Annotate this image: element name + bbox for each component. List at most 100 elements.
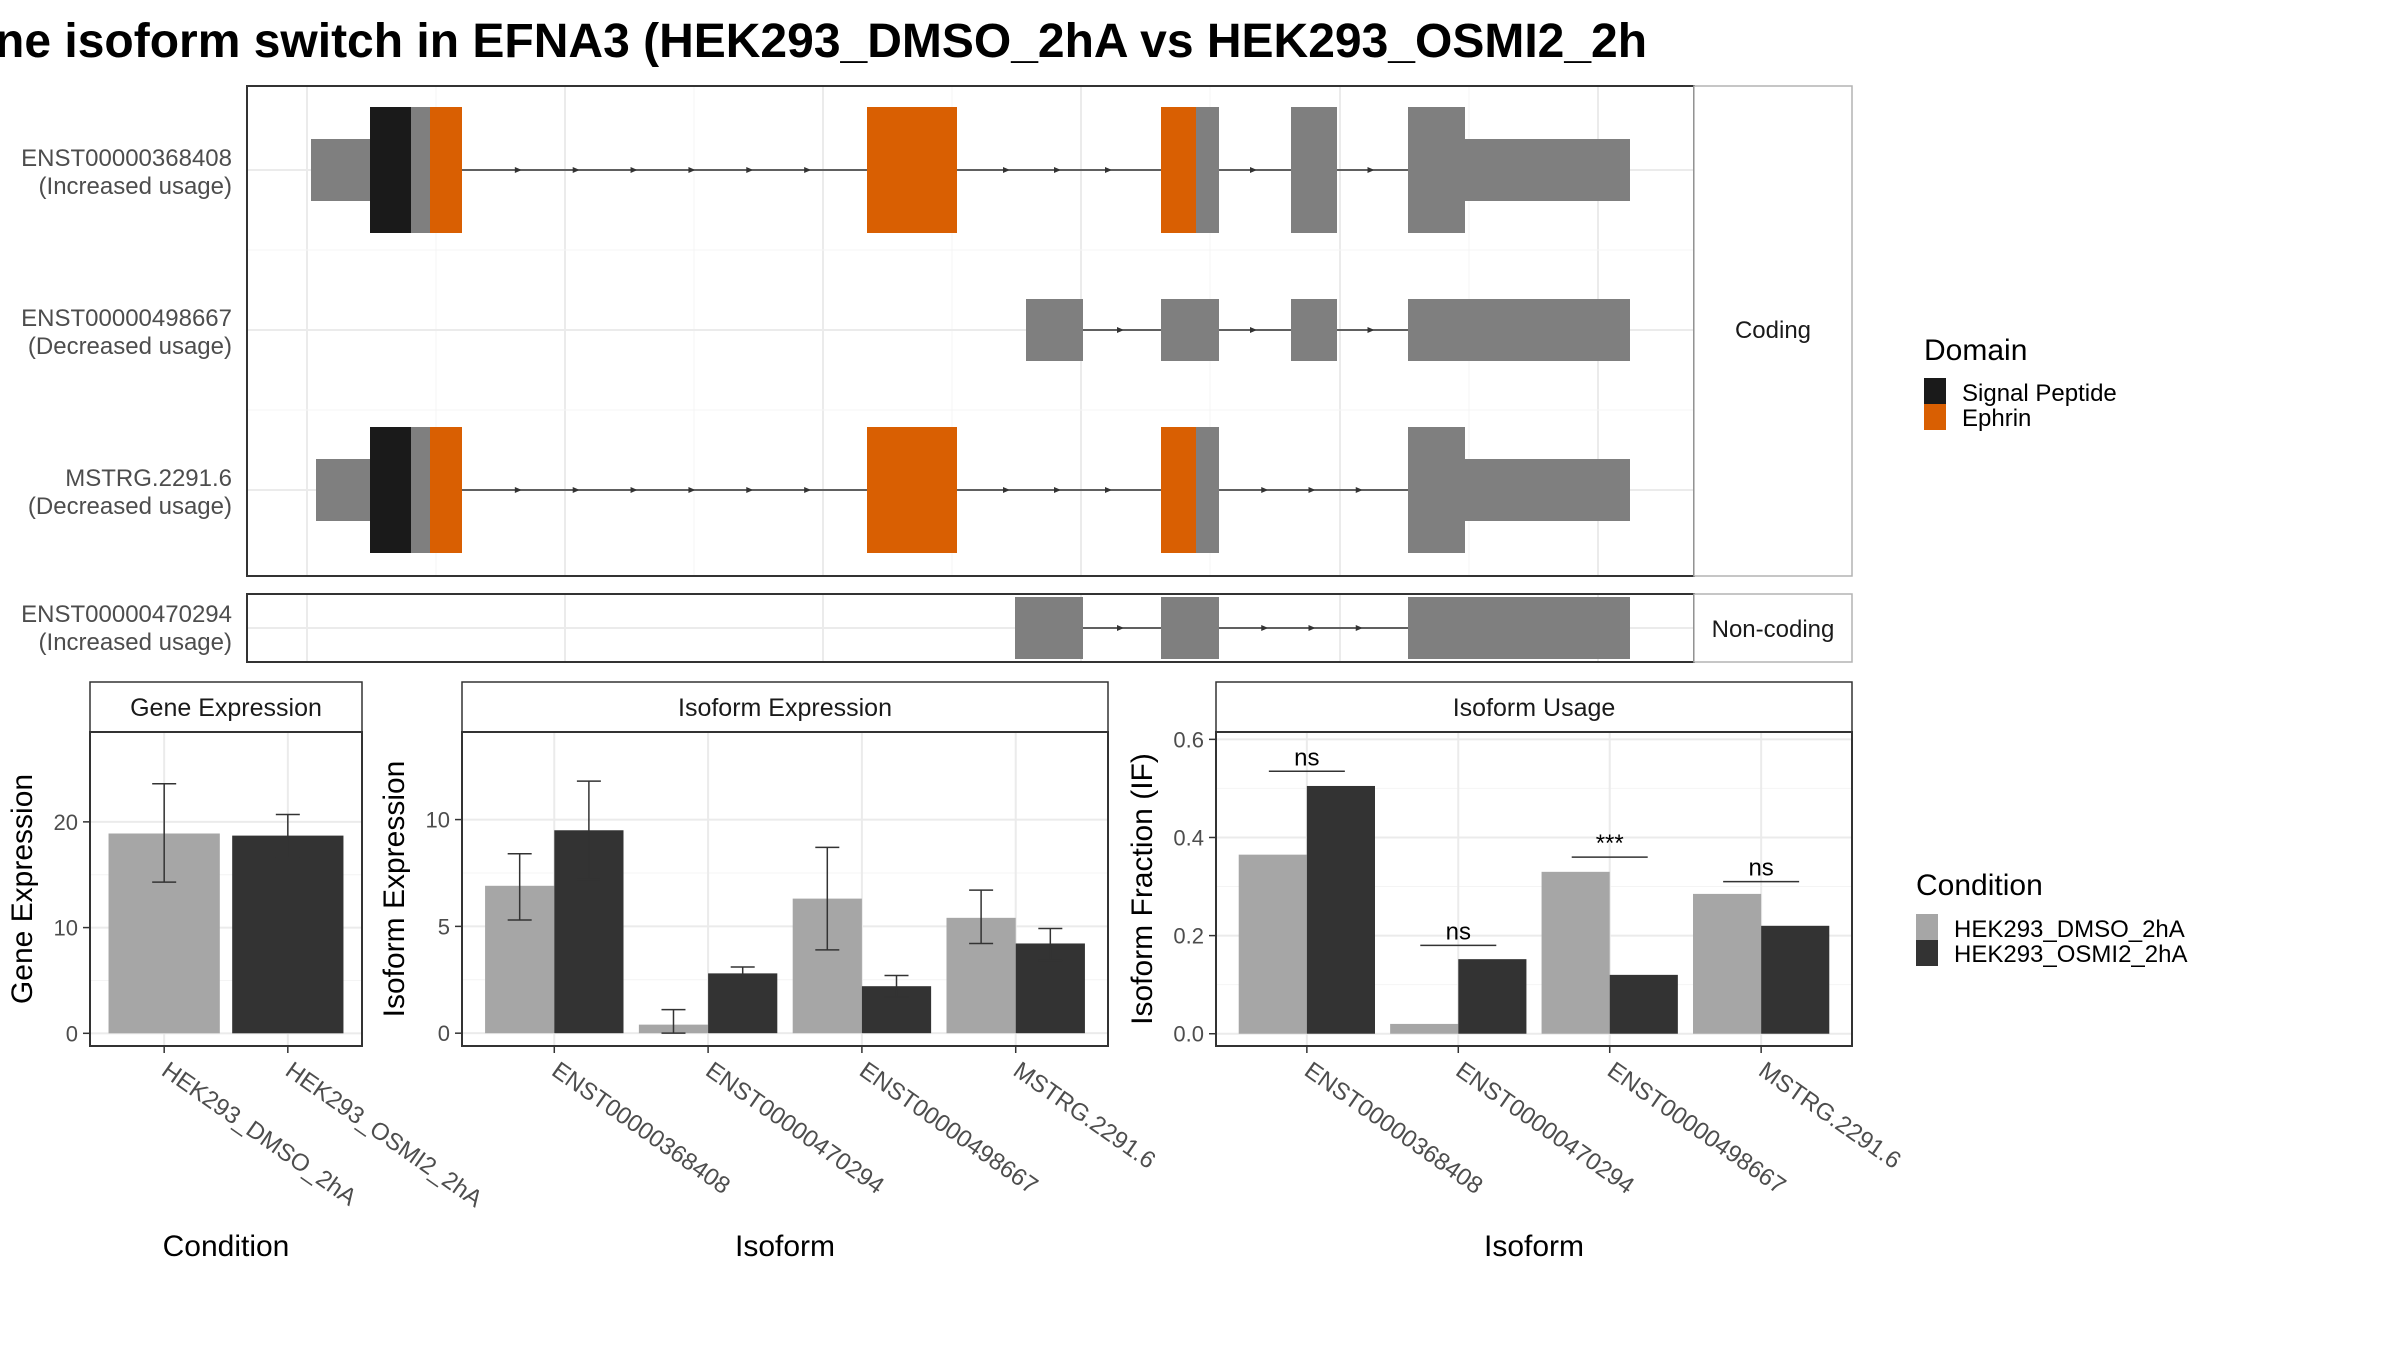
transcript-model — [316, 427, 1630, 553]
signal-peptide-domain — [370, 427, 411, 553]
panel-strip-label: Isoform Usage — [1453, 694, 1616, 722]
bar — [708, 973, 778, 1034]
transcript-model — [1015, 597, 1630, 659]
y-axis-title: Gene Expression — [6, 774, 39, 1004]
ephrin-domain — [430, 427, 462, 553]
intron-arrow — [804, 487, 812, 493]
exon-block — [411, 427, 430, 553]
condition-legend-title: Condition — [1916, 869, 2043, 902]
bar — [1458, 959, 1527, 1034]
significance-label: ns — [1294, 744, 1319, 771]
exon-block — [1291, 107, 1337, 233]
panel-strip — [1215, 681, 1853, 733]
exon-block — [1408, 597, 1630, 659]
transcript-label-usage: (Decreased usage) — [28, 333, 232, 360]
exon-block — [1161, 299, 1219, 361]
panel-strip — [89, 681, 363, 733]
bar — [1761, 925, 1830, 1034]
intron-arrow — [572, 487, 580, 493]
intron-arrow — [572, 167, 580, 173]
isoform-expression-panel: Isoform Expression0510ENST00000368408ENS… — [378, 681, 1160, 1263]
intron-arrow — [804, 167, 812, 173]
panel-strip-label: Gene Expression — [130, 694, 322, 722]
ephrin-domain — [1161, 427, 1196, 553]
transcript-label-id: ENST00000470294 — [21, 601, 232, 628]
x-tick-label: MSTRG.2291.6 — [1754, 1057, 1906, 1175]
intron-arrow — [1117, 625, 1124, 631]
y-tick-label: 5 — [438, 914, 450, 939]
exon-block — [1196, 107, 1219, 233]
ephrin-domain — [1161, 107, 1196, 233]
intron-arrow — [1261, 625, 1269, 631]
x-axis-title: Isoform — [1484, 1230, 1584, 1263]
gene-expression-panel: Gene Expression01020HEK293_DMSO_2hAHEK29… — [6, 681, 487, 1263]
structure-noncoding-panel: Non-coding — [246, 593, 1853, 663]
y-axis-title: Isoform Expression — [378, 761, 411, 1018]
condition-legend: Condition HEK293_DMSO_2hA HEK293_OSMI2_2… — [1916, 869, 2187, 968]
utr-block — [1465, 139, 1630, 201]
y-axis-title: Isoform Fraction (IF) — [1126, 753, 1159, 1025]
x-tick-label: MSTRG.2291.6 — [1008, 1057, 1160, 1175]
intron-arrow — [1105, 487, 1112, 493]
intron-arrow — [1054, 167, 1061, 173]
legend-swatch-ephrin — [1924, 404, 1946, 430]
bar — [1238, 854, 1307, 1034]
intron-arrow — [1003, 487, 1010, 493]
intron-arrow — [1003, 167, 1010, 173]
y-tick-label: 0 — [438, 1021, 450, 1046]
exon-block — [1196, 427, 1219, 553]
noncoding-strip — [1693, 593, 1853, 663]
intron-arrow — [1261, 487, 1269, 493]
intron-arrow — [514, 167, 522, 173]
intron-arrow — [1105, 167, 1112, 173]
intron-arrow — [514, 487, 522, 493]
intron-arrow — [1054, 487, 1061, 493]
y-tick-label: 0.2 — [1173, 924, 1204, 949]
exon-block — [1291, 299, 1337, 361]
ephrin-domain — [430, 107, 462, 233]
coding-strip-label: Coding — [1735, 317, 1811, 344]
panel-strip — [461, 681, 1109, 733]
ephrin-domain — [867, 427, 957, 553]
y-tick-label: 10 — [54, 916, 78, 941]
noncoding-strip-label: Non-coding — [1712, 616, 1835, 643]
bar — [1609, 974, 1678, 1034]
exon-block — [1408, 427, 1465, 553]
transcript-model — [311, 107, 1630, 233]
y-tick-label: 0 — [66, 1021, 78, 1046]
utr-block — [311, 139, 370, 201]
bar — [1693, 893, 1762, 1034]
legend-swatch-dmso — [1916, 914, 1938, 940]
intron-arrow — [1117, 327, 1124, 333]
y-tick-label: 0.6 — [1173, 727, 1204, 752]
y-tick-label: 0.0 — [1173, 1022, 1204, 1047]
significance-label: *** — [1596, 830, 1624, 857]
intron-arrow — [630, 487, 638, 493]
transcript-label-usage: (Increased usage) — [39, 173, 232, 200]
x-axis-title: Isoform — [735, 1230, 835, 1263]
significance-label: ns — [1446, 918, 1471, 945]
transcript-label-usage: (Decreased usage) — [28, 493, 232, 520]
intron-arrow — [1355, 487, 1363, 493]
intron-arrow — [630, 167, 638, 173]
significance-label: ns — [1748, 855, 1773, 882]
utr-block — [1465, 459, 1630, 521]
bar — [232, 835, 344, 1034]
intron-arrow — [746, 487, 754, 493]
structure-coding-panel: Coding — [246, 85, 1853, 577]
ephrin-domain — [867, 107, 957, 233]
bar — [1390, 1023, 1459, 1034]
domain-legend: Domain Signal Peptide Ephrin — [1924, 334, 2117, 432]
legend-label-osmi2: HEK293_OSMI2_2hA — [1954, 941, 2187, 968]
panel-border — [461, 731, 1109, 1047]
legend-label-signal-peptide: Signal Peptide — [1962, 380, 2117, 407]
intron-arrow — [746, 167, 754, 173]
intron-arrow — [1250, 327, 1257, 333]
exon-block — [1161, 597, 1219, 659]
legend-label-ephrin: Ephrin — [1962, 405, 2031, 432]
legend-label-dmso: HEK293_DMSO_2hA — [1954, 916, 2185, 943]
coding-strip — [1693, 85, 1853, 577]
figure-title: ne isoform switch in EFNA3 (HEK293_DMSO_… — [0, 15, 1647, 68]
domain-legend-title: Domain — [1924, 334, 2027, 367]
panel-strip-label: Isoform Expression — [678, 694, 892, 722]
